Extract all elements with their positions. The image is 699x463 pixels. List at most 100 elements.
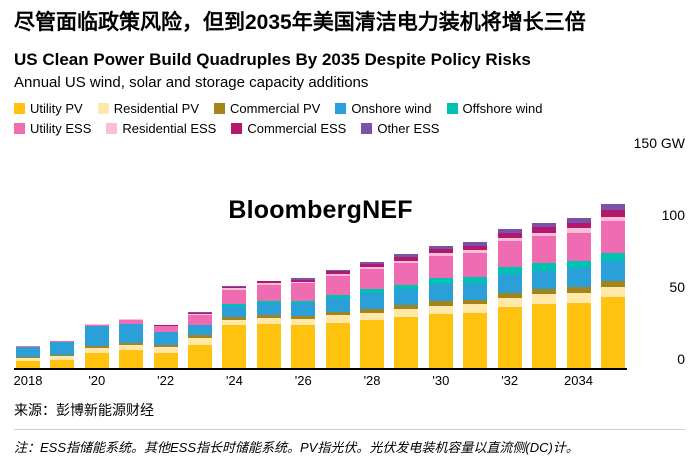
bar-segment-offshore-wind xyxy=(428,278,453,285)
bar-segment-commercial-pv xyxy=(566,286,591,293)
legend-item-offshore-wind: Offshore wind xyxy=(446,101,543,116)
bar-segment-other-ess xyxy=(256,280,281,282)
bar-segment-residential-ess xyxy=(119,319,144,320)
bar-segment-offshore-wind xyxy=(394,284,419,290)
bar-segment-residential-pv xyxy=(119,344,144,350)
bar-2032 xyxy=(497,154,522,369)
bar-segment-onshore-wind xyxy=(600,261,625,282)
bar-segment-utility-pv xyxy=(291,325,316,369)
bar-segment-commercial-ess xyxy=(463,245,488,250)
bar-segment-commercial-pv xyxy=(532,289,557,295)
bar-segment-residential-ess xyxy=(428,252,453,256)
legend-label: Other ESS xyxy=(377,121,440,137)
bar-segment-other-ess xyxy=(291,278,316,280)
bar-segment-commercial-pv xyxy=(222,316,247,320)
bar-segment-other-ess xyxy=(325,269,350,272)
bar-segment-residential-pv xyxy=(84,348,109,353)
bar-2031 xyxy=(463,154,488,369)
legend-item-commercial-ess: Commercial ESS xyxy=(231,121,346,136)
x-tick-label: '32 xyxy=(501,373,519,389)
y-axis: 0 50 100 150 GW xyxy=(631,135,685,370)
bar-segment-residential-pv xyxy=(428,305,453,315)
legend-swatch xyxy=(231,123,243,135)
bar-segment-commercial-pv xyxy=(84,346,109,349)
bar-segment-utility-pv xyxy=(566,302,591,369)
bar-segment-residential-ess xyxy=(291,282,316,284)
watermark: BloombergNEF xyxy=(228,196,413,225)
bar-2033 xyxy=(532,154,557,369)
bar-segment-commercial-pv xyxy=(188,335,213,339)
bar-segment-onshore-wind xyxy=(256,302,281,316)
x-tick-label xyxy=(463,373,487,388)
bar-segment-utility-pv xyxy=(394,316,419,369)
bar-segment-commercial-pv xyxy=(50,354,75,357)
bar-segment-utility-pv xyxy=(153,352,178,369)
bar-segment-utility-pv xyxy=(325,322,350,369)
bar-segment-residential-pv xyxy=(16,358,40,362)
bar-segment-other-ess xyxy=(394,254,419,258)
bar-segment-residential-pv xyxy=(566,292,591,303)
bar-segment-onshore-wind xyxy=(428,284,453,302)
bar-segment-other-ess xyxy=(497,228,522,233)
bar-segment-utility-ess xyxy=(188,314,213,325)
legend-swatch xyxy=(14,103,25,115)
bar-segment-commercial-ess xyxy=(325,271,350,275)
bar-segment-onshore-wind xyxy=(84,326,109,347)
bar-segment-offshore-wind xyxy=(222,304,247,306)
bar-segment-commercial-ess xyxy=(497,232,522,238)
bar-segment-commercial-ess xyxy=(532,227,557,233)
x-axis: 2018 '20 '22 '24 '26 '28 '30 '32 2034 xyxy=(14,370,627,388)
bar-segment-offshore-wind xyxy=(325,294,350,298)
bar-segment-commercial-pv xyxy=(256,315,281,319)
bar-segment-onshore-wind xyxy=(119,324,144,343)
y-tick-label: 150 GW xyxy=(633,135,685,152)
legend-item-residential-pv: Residential PV xyxy=(97,101,199,116)
x-tick-label xyxy=(532,373,556,388)
bar-segment-utility-pv xyxy=(428,314,453,369)
bar-segment-onshore-wind xyxy=(394,289,419,305)
bar-segment-residential-ess xyxy=(463,249,488,253)
bar-segment-residential-pv xyxy=(497,297,522,307)
bar-segment-onshore-wind xyxy=(325,297,350,312)
bar-segment-other-ess xyxy=(532,222,557,228)
legend-item-residential-ess: Residential ESS xyxy=(106,121,216,136)
bar-segment-offshore-wind xyxy=(463,277,488,283)
bar-segment-onshore-wind xyxy=(497,274,522,293)
bar-segment-commercial-ess xyxy=(256,281,281,284)
legend-row: Utility PV Residential PV Commercial PV Ons… xyxy=(14,101,685,116)
bar-segment-utility-ess xyxy=(222,289,247,305)
legend-item-commercial-pv: Commercial PV xyxy=(214,101,320,116)
bar-segment-commercial-pv xyxy=(463,299,488,305)
bar-segment-utility-pv xyxy=(84,352,109,369)
bar-segment-offshore-wind xyxy=(291,300,316,304)
y-tick-label: 50 xyxy=(669,279,685,296)
chart-area: BloombergNEF 0 50 100 150 GW xyxy=(14,135,685,371)
bar-segment-residential-ess xyxy=(497,237,522,242)
bar-segment-onshore-wind xyxy=(566,268,591,287)
bar-segment-utility-ess xyxy=(566,232,591,262)
bar-segment-onshore-wind xyxy=(153,331,178,345)
bar-segment-residential-ess xyxy=(256,283,281,285)
bar-segment-utility-ess xyxy=(600,221,625,253)
bar-segment-onshore-wind xyxy=(222,305,247,317)
bar-segment-residential-pv xyxy=(463,304,488,313)
bar-segment-commercial-ess xyxy=(291,279,316,282)
x-tick-label xyxy=(50,373,74,388)
bar-segment-onshore-wind xyxy=(16,346,40,357)
bar-segment-utility-pv xyxy=(256,324,281,369)
x-tick-label: '20 xyxy=(88,373,106,389)
bar-2028 xyxy=(360,154,385,369)
bar-segment-utility-ess xyxy=(497,241,522,267)
bar-2024 xyxy=(222,154,247,369)
bar-segment-commercial-ess xyxy=(188,312,213,314)
bar-segment-utility-ess xyxy=(394,263,419,285)
bar-segment-residential-pv xyxy=(325,315,350,323)
bar-segment-offshore-wind xyxy=(532,263,557,271)
bar-segment-other-ess xyxy=(222,286,247,287)
bar-segment-other-ess xyxy=(566,217,591,223)
bar-segment-onshore-wind xyxy=(291,303,316,317)
bar-segment-commercial-pv xyxy=(153,344,178,347)
y-tick-label: 0 xyxy=(677,351,685,368)
bar-segment-onshore-wind xyxy=(463,282,488,300)
